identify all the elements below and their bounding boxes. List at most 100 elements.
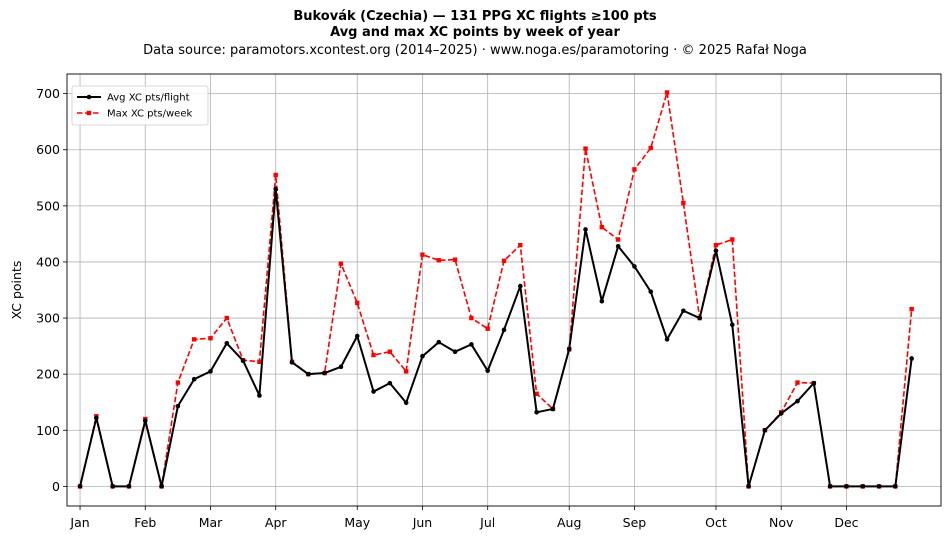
max-point bbox=[664, 90, 670, 95]
max-point bbox=[355, 300, 360, 306]
avg-point bbox=[126, 484, 132, 489]
max-point bbox=[208, 336, 213, 341]
avg-point bbox=[518, 283, 523, 289]
legend-marker-avg bbox=[86, 94, 92, 100]
avg-point bbox=[110, 484, 115, 489]
max-point bbox=[583, 146, 588, 151]
avg-point bbox=[208, 369, 213, 374]
y-tick-label: 600 bbox=[36, 142, 60, 157]
legend-label-max: Max XC pts/week bbox=[107, 109, 192, 120]
max-point bbox=[371, 352, 376, 358]
avg-point bbox=[289, 360, 295, 365]
avg-point bbox=[827, 484, 833, 489]
x-tick-label: Apr bbox=[265, 515, 287, 530]
y-axis-label: XC points bbox=[9, 261, 24, 320]
x-tick-label: Oct bbox=[705, 515, 727, 530]
avg-point bbox=[452, 349, 458, 355]
x-tick-label: Aug bbox=[557, 515, 581, 530]
x-tick-label: May bbox=[344, 515, 370, 530]
max-point bbox=[648, 145, 653, 151]
y-tick-label: 200 bbox=[36, 367, 60, 382]
avg-point bbox=[599, 298, 605, 304]
x-tick-label: Mar bbox=[199, 515, 223, 530]
max-point bbox=[257, 359, 262, 365]
max-point bbox=[452, 257, 458, 262]
legend-marker-max bbox=[86, 110, 92, 116]
avg-point bbox=[436, 339, 442, 345]
max-point bbox=[387, 349, 393, 354]
avg-point bbox=[729, 322, 735, 328]
series-avg-line bbox=[79, 188, 913, 488]
avg-point bbox=[224, 340, 230, 346]
avg-point bbox=[893, 484, 898, 489]
avg-point bbox=[77, 484, 83, 489]
legend-label-avg: Avg XC pts/flight bbox=[107, 93, 190, 104]
avg-point bbox=[175, 403, 181, 409]
max-point bbox=[795, 380, 800, 385]
avg-point bbox=[501, 327, 507, 333]
max-point bbox=[436, 258, 441, 263]
chart-title: Bukovák (Czechia) — 131 PPG XC flights ≥… bbox=[293, 9, 657, 24]
x-tick-label: Nov bbox=[769, 515, 794, 530]
max-point bbox=[175, 380, 181, 385]
avg-point bbox=[240, 358, 246, 363]
avg-point bbox=[191, 376, 197, 382]
avg-point bbox=[746, 484, 751, 489]
avg-point bbox=[566, 346, 572, 352]
avg-point bbox=[615, 243, 621, 249]
avg-point bbox=[876, 484, 882, 489]
plot-frame bbox=[66, 73, 942, 507]
max-point bbox=[599, 224, 605, 230]
avg-point bbox=[257, 393, 262, 398]
avg-point bbox=[387, 380, 393, 386]
max-point bbox=[632, 167, 637, 172]
max-point bbox=[681, 200, 686, 206]
y-tick-label: 400 bbox=[36, 254, 60, 269]
max-point bbox=[713, 242, 719, 248]
y-tick-label: 100 bbox=[36, 423, 60, 438]
max-point bbox=[909, 306, 914, 312]
x-tick-label: Jul bbox=[479, 515, 495, 530]
y-tick-label: 500 bbox=[36, 198, 60, 213]
max-point bbox=[485, 326, 490, 331]
avg-point bbox=[338, 364, 344, 370]
max-point bbox=[403, 369, 409, 374]
chart-subtitle: Avg and max XC points by week of year bbox=[330, 25, 620, 40]
max-point bbox=[518, 242, 523, 248]
avg-point bbox=[306, 371, 311, 377]
max-point bbox=[420, 252, 425, 257]
avg-point bbox=[681, 308, 686, 314]
avg-point bbox=[583, 227, 588, 232]
avg-point bbox=[534, 410, 539, 415]
avg-point bbox=[762, 427, 768, 433]
legend: Avg XC pts/flight Max XC pts/week bbox=[71, 85, 209, 126]
max-point bbox=[469, 315, 474, 321]
avg-point bbox=[94, 415, 99, 421]
avg-point bbox=[648, 289, 654, 294]
avg-point bbox=[159, 484, 164, 489]
avg-point bbox=[550, 406, 556, 412]
avg-point bbox=[713, 248, 719, 254]
axis-ticks: 0 100 200 300 400 500 600 700 Jan Feb Mar Apr May Jun… bbox=[36, 86, 858, 530]
avg-point bbox=[371, 389, 376, 394]
avg-point bbox=[403, 400, 409, 406]
avg-point bbox=[860, 484, 866, 489]
avg-point bbox=[469, 342, 474, 347]
max-point bbox=[730, 237, 735, 242]
max-point bbox=[534, 391, 539, 396]
avg-point bbox=[485, 368, 490, 374]
avg-point bbox=[354, 333, 360, 339]
avg-point bbox=[632, 264, 637, 269]
x-tick-label: Jan bbox=[69, 515, 89, 530]
avg-point bbox=[420, 353, 425, 359]
legend-box bbox=[71, 85, 209, 126]
max-point bbox=[224, 315, 229, 321]
chart-source-line: Data source: paramotors.xcontest.org (20… bbox=[143, 43, 807, 58]
avg-point bbox=[664, 337, 670, 342]
y-tick-label: 300 bbox=[36, 311, 60, 326]
max-point bbox=[273, 172, 278, 178]
series-max-line bbox=[79, 91, 913, 488]
avg-point bbox=[909, 356, 914, 361]
series-avg bbox=[77, 186, 914, 489]
